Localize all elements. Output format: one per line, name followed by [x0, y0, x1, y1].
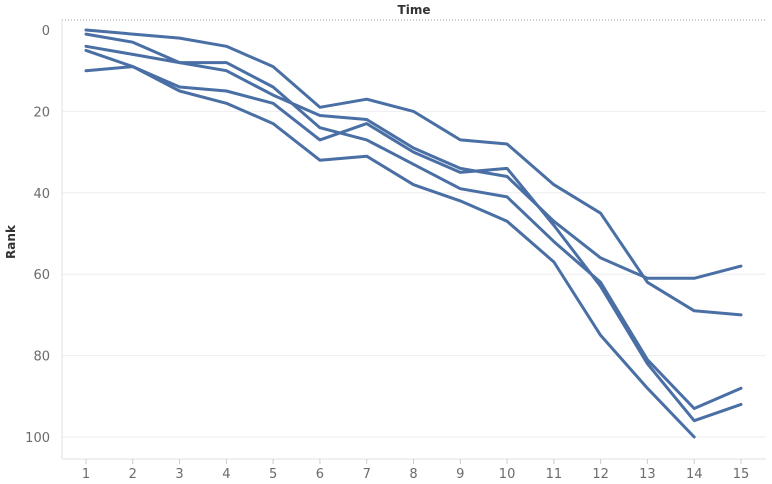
x-tick-label: 10 [499, 467, 516, 482]
series-line-1 [84, 28, 743, 317]
x-tick-label: 9 [456, 467, 464, 482]
x-tick-label: 7 [363, 467, 371, 482]
x-tick-label: 8 [409, 467, 417, 482]
chart-title: Time [398, 3, 431, 17]
x-tick-label: 5 [269, 467, 277, 482]
series-line-5 [84, 48, 696, 439]
x-tick-label: 3 [175, 467, 183, 482]
series-line-3 [84, 44, 743, 410]
y-tick-label: 20 [33, 105, 50, 120]
y-tick-label: 0 [42, 24, 50, 39]
x-tick-labels: 1 2 3 4 5 6 7 8 9 10 11 12 13 14 15 [82, 467, 749, 482]
y-tick-label: 60 [33, 268, 50, 283]
x-tick-label: 6 [316, 467, 324, 482]
y-tick-labels: 0 20 40 60 80 100 [25, 24, 50, 446]
x-tick-label: 2 [129, 467, 137, 482]
axes [61, 19, 766, 464]
x-tick-label: 12 [592, 467, 609, 482]
x-tick-label: 1 [82, 467, 90, 482]
x-tick-label: 11 [546, 467, 563, 482]
series-line-4 [84, 65, 743, 423]
x-tick-label: 4 [222, 467, 230, 482]
y-axis-title: Rank [4, 224, 18, 259]
x-tick-label: 13 [639, 467, 656, 482]
y-tick-label: 40 [33, 187, 50, 202]
x-tick-label: 14 [686, 467, 703, 482]
y-tick-label: 80 [33, 350, 50, 365]
series-lines [84, 28, 743, 439]
y-tick-label: 100 [25, 431, 50, 446]
series-line-2 [84, 32, 743, 280]
grid-lines [62, 110, 766, 438]
x-tick-label: 15 [733, 467, 750, 482]
